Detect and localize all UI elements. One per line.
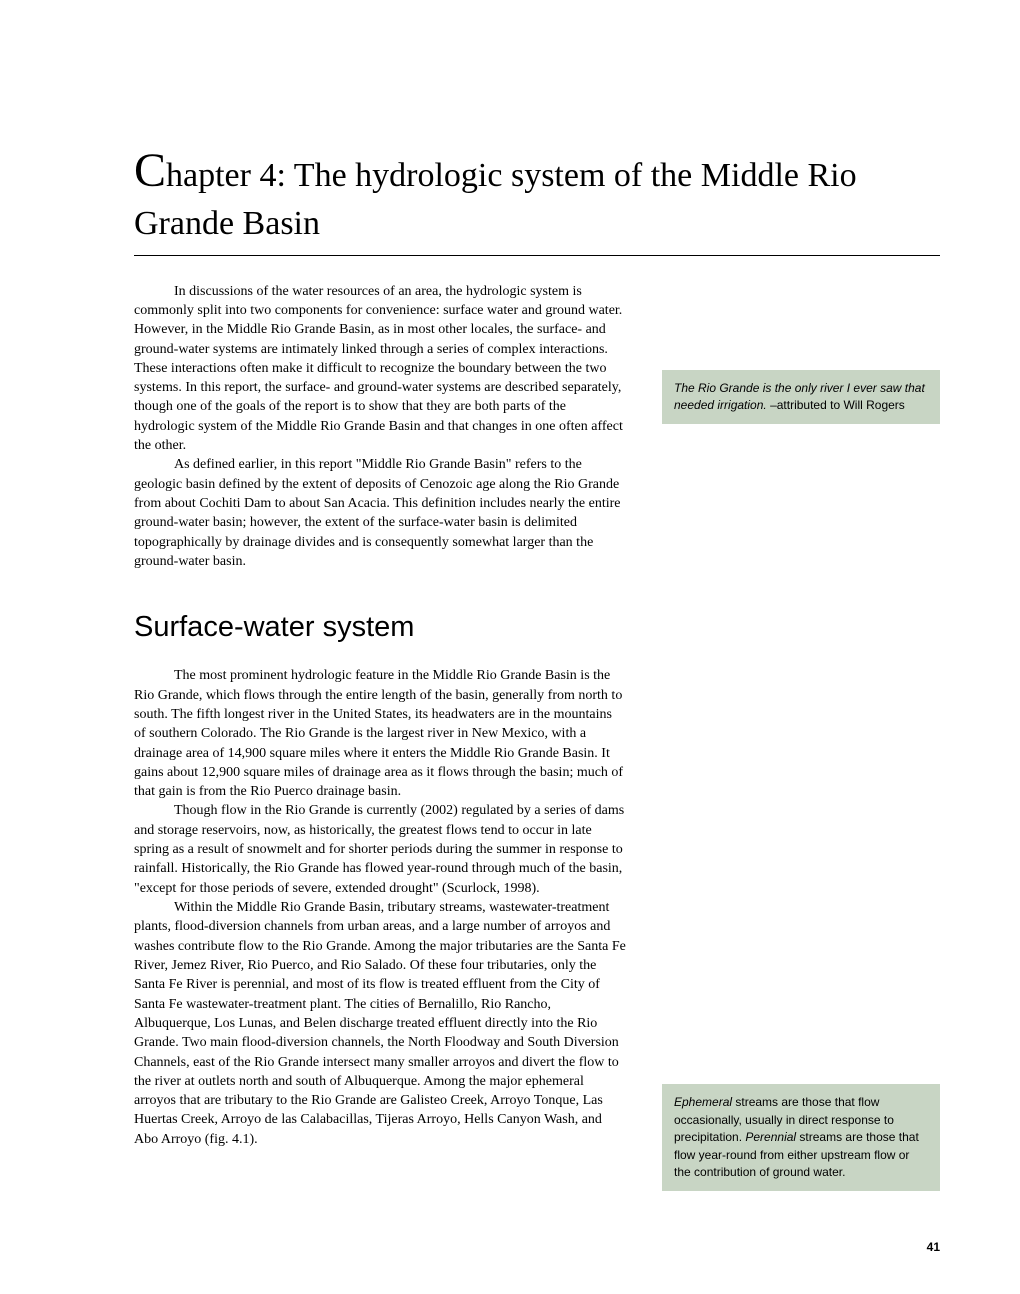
chapter-title-text: hapter 4: The hydrologic system of the M…: [134, 157, 857, 242]
sidebar-quote-rogers: The Rio Grande is the only river I ever …: [662, 370, 940, 425]
sidebar-spacer: [662, 444, 940, 1084]
side-column: The Rio Grande is the only river I ever …: [662, 282, 940, 1212]
section1-paragraph-1: The most prominent hydrologic feature in…: [134, 666, 626, 801]
content-layout: In discussions of the water resources of…: [134, 282, 940, 1212]
intro-paragraph-1: In discussions of the water resources of…: [134, 282, 626, 456]
sidebar-note-ephemeral: Ephemeral streams are those that flow oc…: [662, 1084, 940, 1191]
drop-cap: C: [134, 144, 166, 197]
page-content: Chapter 4: The hydrologic system of the …: [0, 0, 1020, 1251]
section1-paragraph-2: Though flow in the Rio Grande is current…: [134, 801, 626, 898]
quote-attribution: –attributed to Will Rogers: [767, 398, 905, 412]
ephemeral-term: Ephemeral: [674, 1095, 732, 1109]
section-heading-surface-water: Surface-water system: [134, 611, 626, 644]
page-number: 41: [927, 1240, 940, 1254]
section1-paragraph-3: Within the Middle Rio Grande Basin, trib…: [134, 898, 626, 1149]
intro-paragraph-2: As defined earlier, in this report "Midd…: [134, 455, 626, 571]
chapter-title: Chapter 4: The hydrologic system of the …: [134, 140, 940, 247]
title-rule: [134, 255, 940, 256]
main-column: In discussions of the water resources of…: [134, 282, 626, 1150]
perennial-term: Perennial: [745, 1130, 796, 1144]
